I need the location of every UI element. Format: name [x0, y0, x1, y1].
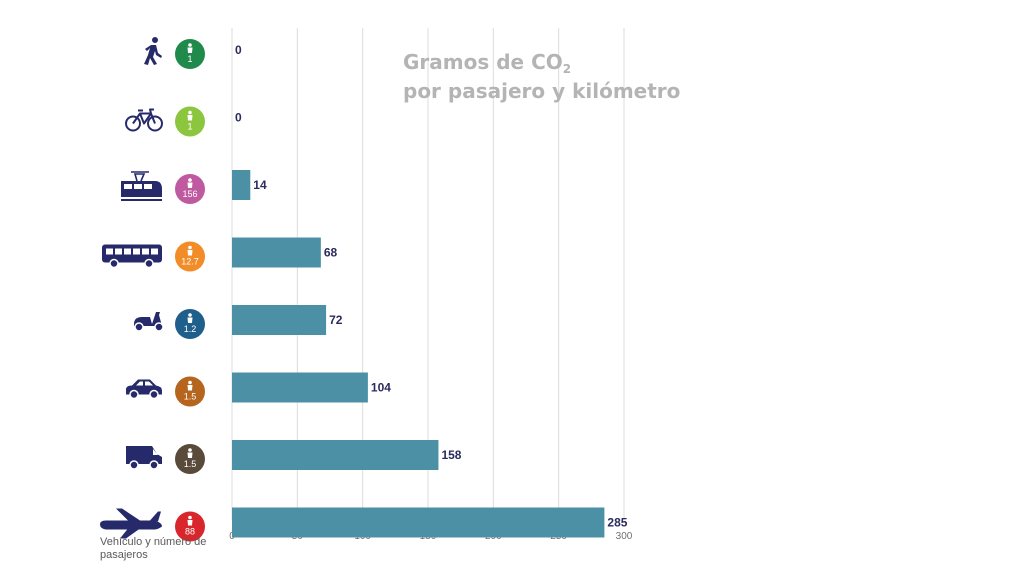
passenger-count: 1.2	[184, 324, 197, 334]
vehicle-icons	[100, 37, 164, 539]
passenger-badge: 12.7	[175, 241, 205, 272]
chart-title-line-1: Gramos de CO2	[403, 48, 571, 83]
bar	[232, 372, 368, 403]
bar	[232, 507, 605, 538]
tram-icon	[121, 171, 162, 201]
passenger-badge: 156	[175, 174, 205, 204]
bar	[232, 305, 327, 335]
scooter-icon	[134, 312, 164, 332]
passenger-badge: 88	[175, 511, 205, 542]
bicycle-icon	[125, 108, 163, 132]
axis-caption: Vehículo y número de pasajeros	[100, 536, 207, 561]
car-icon	[126, 379, 162, 400]
passenger-badge: 1	[175, 39, 205, 69]
passenger-badge: 1	[175, 106, 205, 137]
passenger-badge: 1.2	[175, 309, 205, 339]
value-label: 285	[607, 516, 627, 530]
passenger-badge: 1.5	[175, 376, 205, 407]
value-label: 72	[329, 313, 343, 327]
passenger-count: 1.5	[184, 459, 197, 469]
van-icon	[126, 446, 162, 470]
bar	[232, 237, 321, 268]
passenger-count: 1.5	[184, 392, 197, 402]
pedestrian-icon	[144, 37, 162, 65]
passenger-count: 88	[185, 527, 195, 537]
passenger-badges: 1 1 156 12.7 1.2 1.5 1.5 88	[175, 39, 205, 542]
value-label: 158	[441, 448, 461, 462]
passenger-count: 1	[187, 54, 192, 64]
passenger-count: 1	[187, 122, 192, 132]
value-labels: 0 0 14 68 72 104 158 285	[235, 43, 628, 530]
grid	[231, 28, 625, 520]
bars	[232, 170, 605, 538]
passenger-count: 12.7	[181, 257, 199, 267]
chart-title-text: Gramos de CO	[403, 50, 563, 74]
bus-icon	[102, 244, 162, 269]
value-label: 0	[235, 43, 242, 57]
passenger-count: 156	[182, 189, 197, 199]
chart-title-line-2: por pasajero y kilómetro	[403, 79, 681, 103]
bar	[232, 440, 439, 470]
chart-title-subscript: 2	[562, 62, 572, 76]
x-tick-label: 300	[616, 531, 633, 542]
value-label: 68	[324, 246, 338, 260]
bar	[232, 170, 251, 200]
passenger-badge: 1.5	[175, 444, 205, 474]
value-label: 14	[253, 178, 267, 192]
value-label: 0	[235, 111, 242, 125]
value-label: 104	[371, 381, 391, 395]
airplane-icon	[100, 508, 162, 539]
